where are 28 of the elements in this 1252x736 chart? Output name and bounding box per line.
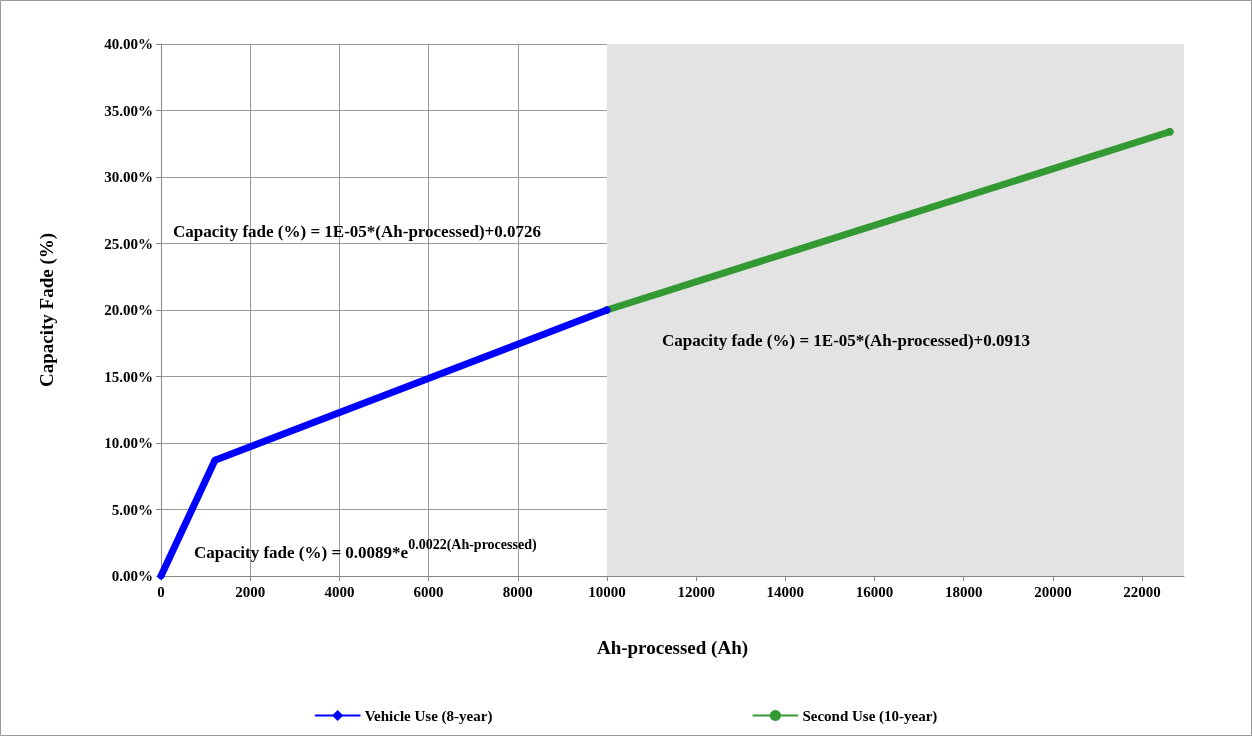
x-tick-label: 8000 [502, 583, 533, 600]
x-tick-label: 6000 [413, 583, 444, 600]
legend-label: Vehicle Use (8-year) [364, 707, 493, 725]
x-tick-label: 14000 [766, 583, 805, 600]
y-tick-label: 0.00% [111, 568, 153, 584]
legend-label: Second Use (10-year) [802, 707, 938, 725]
annotation: Capacity fade (%) = 1E-05*(Ah-processed)+0.0913 [662, 331, 1030, 350]
x-tick-label: 2000 [235, 583, 266, 600]
y-axis-title: Capacity Fade (%) [36, 232, 58, 388]
y-tick-label: 40.00% [104, 36, 153, 52]
y-tick-label: 30.00% [104, 169, 153, 185]
y-tick-label: 35.00% [104, 102, 153, 119]
x-tick-label: 10000 [588, 583, 626, 600]
x-tick-label: 20000 [1034, 583, 1072, 600]
y-tick-label: 5.00% [111, 501, 153, 518]
x-axis-title: Ah-processed (Ah) [596, 637, 749, 659]
y-tick-label: 15.00% [104, 368, 153, 385]
y-tick-label: 20.00% [104, 302, 153, 318]
x-tick-label: 0 [157, 583, 165, 600]
point [1165, 127, 1174, 136]
y-tick-label: 10.00% [104, 435, 153, 451]
x-tick-label: 18000 [944, 583, 983, 600]
annotation: Capacity fade (%) = 1E-05*(Ah-processed)+0.0726 [173, 222, 541, 241]
x-tick-label: 22000 [1123, 583, 1161, 600]
x-tick-label: 4000 [324, 583, 355, 600]
x-tick-label: 16000 [855, 583, 894, 600]
x-tick-label: 12000 [677, 583, 715, 600]
y-tick-label: 25.00% [104, 235, 153, 252]
